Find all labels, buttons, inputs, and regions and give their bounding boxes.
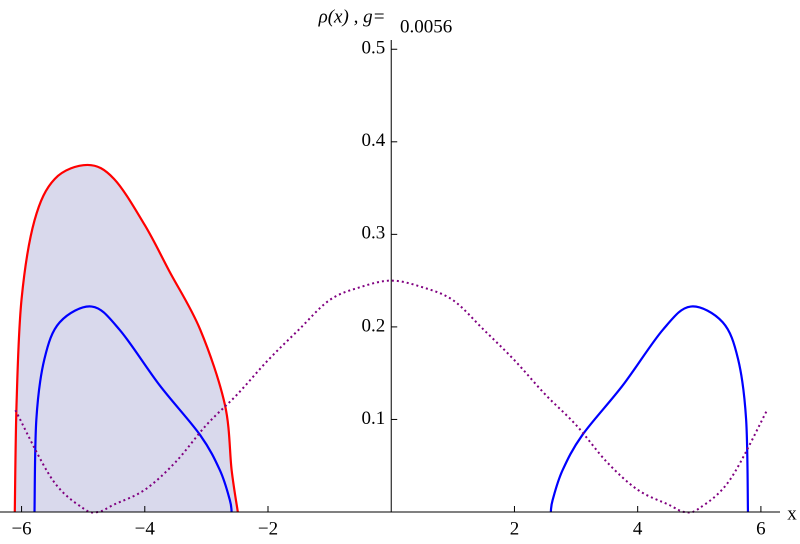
x-tick-label: 4 <box>633 518 643 539</box>
y-tick-label: 0.3 <box>361 223 385 244</box>
series-line <box>14 279 768 514</box>
series-line <box>549 305 750 513</box>
x-tick-label: −2 <box>258 518 278 539</box>
y-tick-label: 0.4 <box>361 130 385 151</box>
y-tick-label: 0.1 <box>361 408 385 429</box>
y-tick-label: 0.2 <box>361 315 385 336</box>
y-axis-label: ρ(x) , g= <box>318 6 386 27</box>
x-tick-label: −4 <box>135 518 156 539</box>
x-tick-label: 6 <box>756 518 766 539</box>
x-tick-label: −6 <box>11 518 31 539</box>
series-line <box>33 305 233 513</box>
series-line <box>13 163 239 513</box>
x-axis-label: x <box>787 503 797 524</box>
y-tick-label: 0.5 <box>361 38 385 59</box>
g-value: 0.0056 <box>400 16 452 37</box>
x-tick-label: 2 <box>510 518 520 539</box>
